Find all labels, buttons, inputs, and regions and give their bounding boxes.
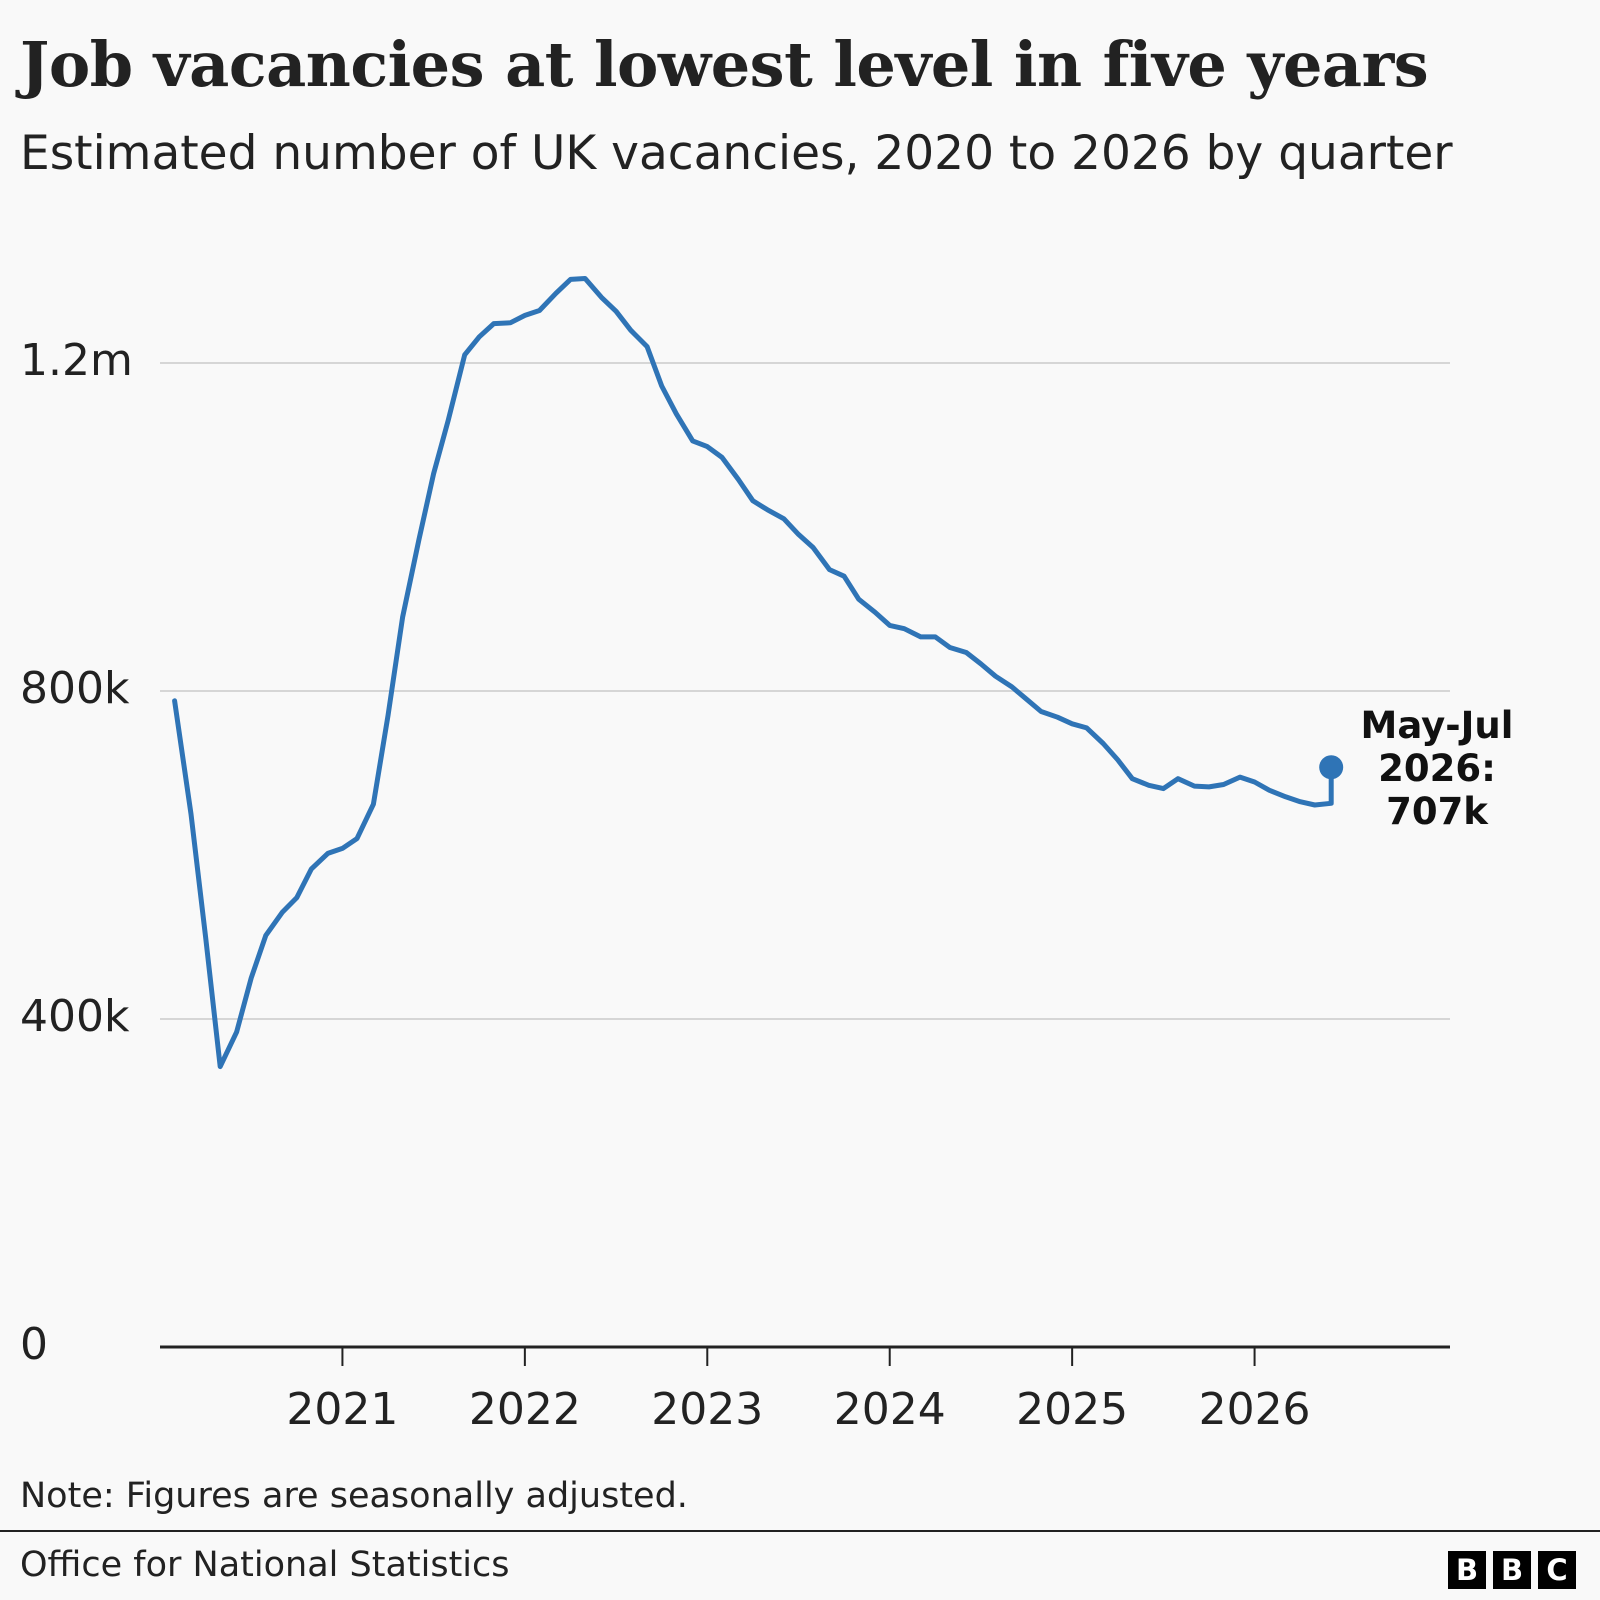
chart-subtitle: Estimated number of UK vacancies, 2020 t…	[20, 126, 1453, 181]
end-point-label-line: 2026:	[1378, 747, 1496, 790]
x-axis-ticks	[341, 1347, 1256, 1366]
bbc-logo: B B C	[1448, 1551, 1576, 1589]
gridlines	[160, 362, 1450, 1349]
logo-letter-b1: B	[1448, 1551, 1486, 1589]
y-tick-label: 400k	[20, 991, 130, 1042]
logo-letter-b2: B	[1493, 1551, 1531, 1589]
y-axis-labels: 0 400k 800k 1.2m	[20, 335, 133, 1370]
x-tick-label: 2026	[1199, 1384, 1311, 1435]
logo-letter-c: C	[1538, 1551, 1576, 1589]
footnote: Note: Figures are seasonally adjusted.	[20, 1476, 688, 1516]
chart-title: Job vacancies at lowest level in five ye…	[20, 28, 1429, 101]
x-axis-labels: 2021 2022 2023 2024 2025 2026	[286, 1384, 1310, 1435]
series-line-0	[172, 276, 1334, 1070]
x-tick-label: 2025	[1016, 1384, 1128, 1435]
x-tick-label: 2022	[469, 1384, 581, 1435]
y-tick-label: 0	[20, 1319, 48, 1370]
series-layer	[172, 276, 1334, 1070]
y-tick-label: 800k	[20, 663, 130, 714]
end-point-marker	[1319, 755, 1344, 780]
footer-divider	[0, 1530, 1600, 1532]
x-tick-label: 2021	[286, 1384, 398, 1435]
end-point-label-line: 707k	[1386, 790, 1489, 833]
x-tick-label: 2023	[651, 1384, 763, 1435]
y-tick-label: 1.2m	[20, 335, 133, 386]
x-tick-label: 2024	[834, 1384, 946, 1435]
source-credit: Office for National Statistics	[20, 1545, 510, 1585]
line-chart: 0 400k 800k 1.2m 2021 2022 2023 2024 2025 2026 M…	[20, 276, 1513, 1435]
end-point-label-line: May-Jul	[1361, 704, 1514, 747]
